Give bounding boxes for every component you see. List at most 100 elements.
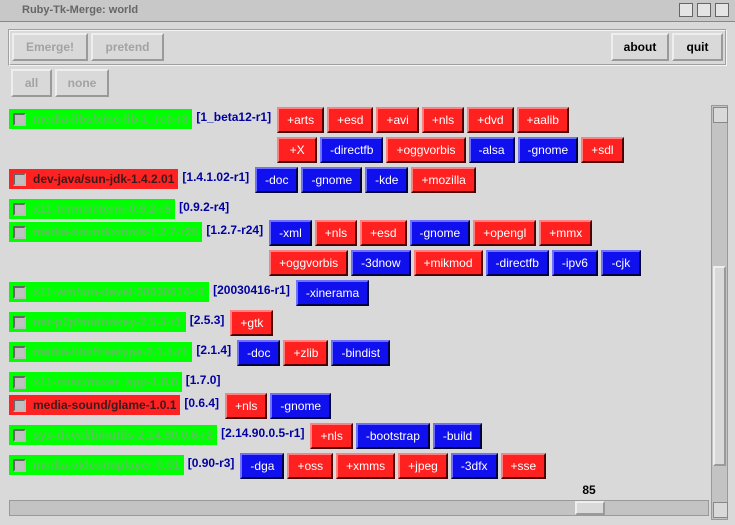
use-flag-button[interactable]: +mikmod: [413, 250, 483, 276]
use-flag-button[interactable]: -directfb: [485, 250, 549, 276]
scroll-thumb[interactable]: [713, 266, 726, 466]
use-flag-button[interactable]: +nls: [421, 107, 465, 133]
use-flag-button[interactable]: +gtk: [230, 310, 274, 336]
use-flag-button[interactable]: -gnome: [517, 137, 579, 163]
package-checkbutton[interactable]: sys-devel/binutils-2.14.90.0.6-r2: [9, 425, 218, 445]
scroll-down[interactable]: [713, 502, 728, 518]
checkbox[interactable]: [13, 202, 26, 216]
package-checkbutton[interactable]: net-p2p/mldonkey-2.5.3-r1: [9, 312, 186, 332]
checkbox[interactable]: [13, 112, 26, 126]
none-button[interactable]: none: [55, 69, 109, 97]
installed-version: [0.6.4]: [184, 396, 220, 410]
use-flag-button[interactable]: +nls: [310, 423, 353, 449]
package-checkbutton[interactable]: media-sound/glame-1.0.1: [9, 395, 181, 415]
use-flag-button[interactable]: +xmms: [336, 453, 396, 479]
use-flag-button[interactable]: -doc: [237, 340, 281, 366]
quit-button[interactable]: quit: [672, 33, 723, 61]
all-button[interactable]: all: [11, 69, 52, 97]
checkbox[interactable]: [13, 375, 26, 389]
toolbar: [8, 29, 727, 66]
installed-version: [1_beta12-r1]: [196, 110, 272, 124]
use-flag-button[interactable]: -doc: [255, 167, 299, 193]
checkbox[interactable]: [13, 345, 26, 359]
installed-version: [2.5.3]: [189, 313, 225, 327]
use-flag-button[interactable]: -bootstrap: [355, 423, 430, 449]
package-checkbutton[interactable]: x11-terms/eterm-0.9.2-r5: [9, 199, 176, 219]
package-name: media-sound/xmms-1.2.7-r25: [33, 225, 199, 239]
vertical-scrollbar[interactable]: [711, 105, 728, 520]
use-flag-button[interactable]: -bindist: [331, 340, 391, 366]
scale-trough[interactable]: [9, 500, 709, 516]
package-row: sys-devel/binutils-2.14.90.0.6-r2 [2.14.9…: [9, 423, 709, 453]
use-flag-button[interactable]: +oggvorbis: [269, 250, 349, 276]
use-flag-button[interactable]: -ipv6: [551, 250, 598, 276]
minimize-button[interactable]: [679, 3, 693, 17]
use-flag-button[interactable]: +zlib: [283, 340, 329, 366]
use-flag-button[interactable]: +dvd: [467, 107, 514, 133]
emerge-button[interactable]: Emerge!: [12, 33, 88, 61]
use-flag-button[interactable]: -xinerama: [295, 280, 370, 306]
installed-version: [1.2.7-r24]: [206, 223, 264, 237]
use-flag-button[interactable]: -xml: [269, 220, 312, 246]
package-checkbutton[interactable]: media-libs/freetype-2.1.4-r1: [9, 342, 193, 362]
use-flag-button[interactable]: +mmx: [539, 220, 593, 246]
use-flags: +nls -bootstrap -build: [310, 423, 485, 453]
installed-version: [2.14.90.0.5-r1]: [221, 426, 305, 440]
flag-row: -doc +zlib -bindist: [237, 340, 393, 370]
use-flag-button[interactable]: -gnome: [409, 220, 471, 246]
use-flag-button[interactable]: +oss: [287, 453, 334, 479]
pretend-button[interactable]: pretend: [91, 33, 164, 61]
use-flag-button[interactable]: +avi: [376, 107, 419, 133]
use-flag-button[interactable]: -build: [432, 423, 483, 449]
use-flags: -xinerama: [295, 280, 372, 310]
checkbox[interactable]: [13, 172, 26, 186]
use-flag-button[interactable]: +arts: [277, 107, 325, 133]
use-flag-button[interactable]: +sse: [500, 453, 547, 479]
use-flag-button[interactable]: +nls: [314, 220, 358, 246]
use-flag-button[interactable]: -alsa: [468, 137, 515, 163]
package-checkbutton[interactable]: dev-java/sun-jdk-1.4.2.01: [9, 169, 179, 189]
checkbox[interactable]: [13, 428, 26, 442]
installed-version: [2.1.4]: [196, 343, 232, 357]
use-flag-button[interactable]: +esd: [327, 107, 374, 133]
use-flag-button[interactable]: -gnome: [301, 167, 363, 193]
use-flag-button[interactable]: -3dfx: [450, 453, 498, 479]
use-flag-button[interactable]: +esd: [360, 220, 407, 246]
use-flag-button[interactable]: +mozilla: [411, 167, 476, 193]
use-flag-button[interactable]: -gnome: [270, 393, 332, 419]
package-checkbutton[interactable]: x11-misc/mixer_app-1.8.0: [9, 372, 182, 392]
use-flag-button[interactable]: -kde: [365, 167, 409, 193]
use-flag-button[interactable]: +jpeg: [398, 453, 448, 479]
use-flag-button[interactable]: +X: [277, 137, 318, 163]
scroll-up[interactable]: [713, 107, 728, 123]
scale-value: 85: [582, 483, 596, 497]
close-button[interactable]: [715, 3, 729, 17]
use-flags: -xml +nls +esd -gnome +opengl +mmx +oggvorbis -…: [269, 220, 644, 280]
checkbox[interactable]: [13, 285, 26, 299]
installed-version: [20030416-r1]: [213, 283, 290, 297]
package-checkbutton[interactable]: media-video/mplayer-0.91: [9, 455, 184, 475]
package-checkbutton[interactable]: media-sound/xmms-1.2.7-r25: [9, 222, 203, 242]
use-flag-button[interactable]: -directfb: [320, 137, 384, 163]
package-name: sys-devel/binutils-2.14.90.0.6-r2: [33, 428, 214, 442]
package-checkbutton[interactable]: x11-wm/ion-devel-20030614-r1: [9, 282, 210, 302]
flag-row: -doc -gnome -kde +mozilla: [255, 167, 479, 197]
use-flag-button[interactable]: +sdl: [581, 137, 624, 163]
use-flag-button[interactable]: -dga: [240, 453, 285, 479]
package-name: x11-misc/mixer_app-1.8.0: [33, 375, 178, 389]
use-flag-button[interactable]: +nls: [225, 393, 268, 419]
use-flag-button[interactable]: -cjk: [600, 250, 641, 276]
checkbox[interactable]: [13, 225, 26, 239]
checkbox[interactable]: [13, 458, 26, 472]
about-button[interactable]: about: [611, 33, 669, 61]
checkbox[interactable]: [13, 398, 26, 412]
scale-slider[interactable]: [575, 501, 605, 515]
use-flag-button[interactable]: +aalib: [516, 107, 569, 133]
use-flag-button[interactable]: +oggvorbis: [386, 137, 466, 163]
use-flag-button[interactable]: -3dnow: [351, 250, 411, 276]
maximize-button[interactable]: [697, 3, 711, 17]
use-flag-button[interactable]: +opengl: [473, 220, 537, 246]
package-checkbutton[interactable]: media-libs/xine-lib-1_rc0-r3: [9, 109, 193, 129]
checkbox[interactable]: [13, 315, 26, 329]
use-flags: +gtk: [230, 310, 276, 340]
